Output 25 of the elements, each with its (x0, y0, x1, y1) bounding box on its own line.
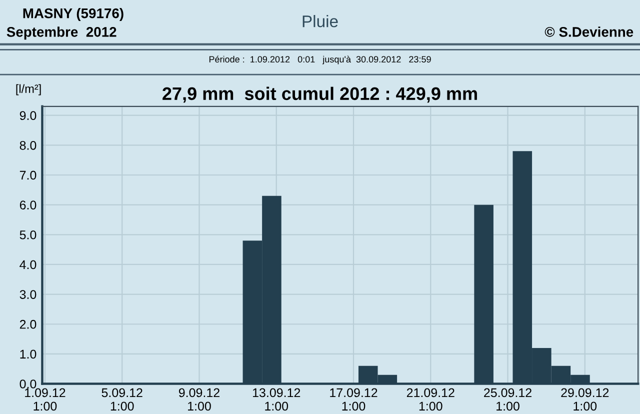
x-tick-label: 5.09.12 1:00 (102, 388, 142, 411)
y-tick-label: 9.0 (20, 111, 36, 120)
text: © S.Devienne (544, 26, 634, 37)
text: Septembre 2012 (6, 26, 116, 40)
x-tick-label: 13.09.12 1:00 (252, 388, 300, 411)
x-tick-label: 17.09.12 1:00 (330, 388, 378, 411)
x-tick-label: 25.09.12 1:00 (484, 388, 532, 411)
y-tick-label: 4.0 (20, 260, 36, 270)
y-tick-label: 8.0 (20, 140, 36, 150)
x-tick-label: 1.09.12 1:00 (25, 388, 66, 411)
text: MASNY (59176) (23, 8, 124, 21)
x-tick-label: 29.09.12 1:00 (561, 388, 609, 411)
y-axis-title: [l/m²] (16, 84, 41, 96)
x-tick-label: 21.09.12 1:00 (406, 388, 454, 411)
y-tick-label: 3.0 (20, 290, 36, 299)
text: Période : 1.09.2012 0:01 jusqu'à 30.09.2012 23:59 (209, 56, 431, 64)
y-tick-label: 2.0 (20, 320, 36, 329)
y-tick-label: 6.0 (20, 200, 36, 210)
y-tick-label: 7.0 (20, 170, 36, 180)
y-tick-label: 1.0 (20, 350, 36, 359)
y-tick-label: 0.0 (20, 380, 36, 388)
y-tick-label: 5.0 (20, 230, 36, 240)
chart-title: Pluie (302, 15, 338, 28)
text: 27,9 mm soit cumul 2012 : 429,9 mm (162, 86, 477, 103)
x-tick-label: 9.09.12 1:00 (178, 388, 220, 411)
